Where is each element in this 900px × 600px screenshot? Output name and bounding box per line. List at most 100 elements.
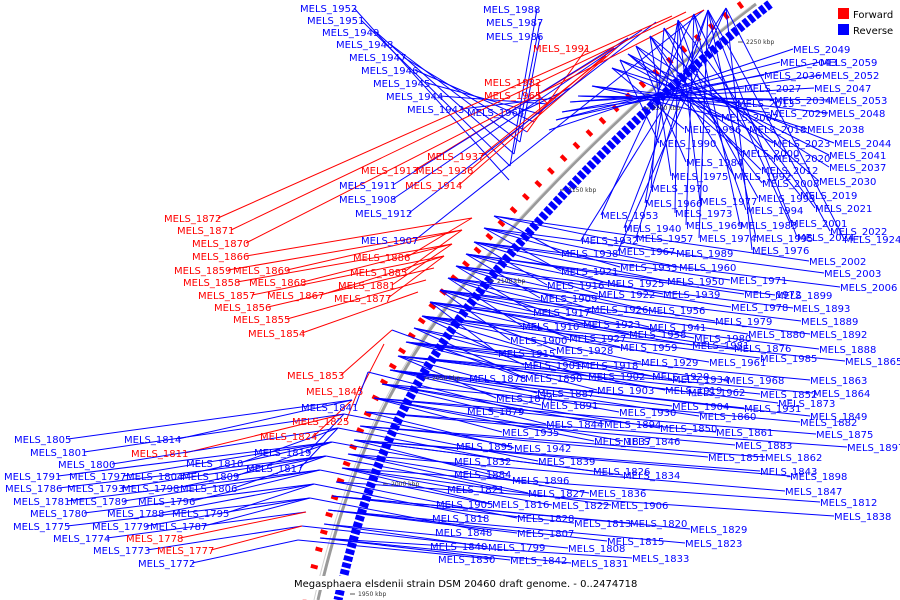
gene-label: MELS_1864 — [813, 389, 870, 400]
leader-line — [635, 45, 762, 171]
gene-label: MELS_1876 — [734, 344, 791, 355]
leader-line — [145, 497, 311, 527]
leader-line — [413, 327, 653, 377]
leader-line — [319, 537, 511, 561]
leader-line — [360, 19, 511, 167]
leader-line — [623, 9, 709, 229]
gene-label: MELS_2013 — [737, 99, 794, 110]
leader-line — [725, 7, 845, 240]
leader-line — [323, 523, 569, 549]
gene-label: MELS_1900 — [510, 336, 567, 347]
gene-label: MELS_1875 — [816, 430, 873, 441]
gene-label: MELS_1992 — [734, 172, 791, 183]
leader-line — [429, 301, 735, 349]
gene-label: MELS_1902 — [588, 372, 645, 383]
gene-label: MELS_1836 — [589, 489, 646, 500]
gene-label: MELS_1913 — [361, 166, 418, 177]
gene-label: MELS_1805 — [14, 435, 71, 446]
gene-label: MELS_1847 — [785, 487, 842, 498]
gene-label: MELS_2052 — [822, 71, 879, 82]
leader-line — [365, 411, 515, 449]
gene-label: MELS_1991 — [533, 44, 590, 55]
gene-label: MELS_1946 — [361, 66, 418, 77]
gene-label: MELS_1904 — [672, 402, 729, 413]
gene-label: MELS_2019 — [800, 191, 857, 202]
gene-label: MELS_1838 — [834, 512, 891, 523]
leader-line — [397, 355, 761, 395]
gene-label: MELS_2020 — [773, 154, 830, 165]
leader-line — [408, 21, 657, 214]
leader-line — [359, 425, 709, 458]
gene-label: MELS_1882 — [800, 418, 857, 429]
gene-label: MELS_2048 — [828, 109, 885, 120]
leader-line — [331, 495, 691, 530]
leader-line — [483, 227, 680, 268]
gene-label: MELS_1891 — [541, 401, 598, 412]
leader-line — [373, 397, 595, 442]
leader-line — [707, 9, 757, 239]
leader-line — [403, 229, 463, 273]
gene-label: MELS_1931 — [744, 404, 801, 415]
leader-line — [429, 301, 693, 346]
gene-label: MELS_1827 — [528, 489, 585, 500]
gene-label: MELS_1932 — [581, 236, 638, 247]
gene-label: MELS_1941 — [649, 323, 706, 334]
gene-label: MELS_1814 — [124, 435, 181, 446]
leader-line — [548, 48, 794, 131]
leader-line — [591, 85, 829, 114]
gene-label: MELS_1986 — [486, 32, 543, 43]
legend-forward-swatch — [838, 8, 849, 19]
gene-label: MELS_1789 — [70, 497, 127, 508]
leader-line — [191, 469, 321, 502]
gene-label: MELS_2018 — [749, 125, 806, 136]
leader-line — [66, 469, 321, 502]
leader-line — [327, 509, 686, 544]
gene-label: MELS_1898 — [790, 472, 847, 483]
leader-line — [649, 35, 672, 177]
leader-line — [354, 371, 369, 408]
gene-label: MELS_1922 — [598, 290, 655, 301]
leader-line — [685, 13, 695, 226]
gene-label: MELS_1779 — [92, 522, 149, 533]
leader-line — [483, 227, 825, 274]
gene-label: MELS_1832 — [454, 457, 511, 468]
gene-label: MELS_1942 — [514, 444, 571, 455]
gene-label: MELS_1947 — [349, 53, 406, 64]
gene-label: MELS_1772 — [138, 559, 195, 570]
tick-label: 2050 kbp — [432, 375, 460, 382]
gene-label: MELS_2059 — [820, 58, 877, 69]
gene-label: MELS_1943 — [407, 105, 464, 116]
leader-line — [406, 217, 473, 258]
gene-label: MELS_1927 — [569, 334, 626, 345]
gene-label: MELS_1977 — [700, 197, 757, 208]
gene-label: MELS_1930 — [619, 408, 676, 419]
legend-forward-label: Forward — [853, 10, 893, 21]
leader-line — [337, 427, 509, 462]
gene-label: MELS_1833 — [632, 554, 689, 565]
gene-label: MELS_1795 — [172, 509, 229, 520]
gene-label: MELS_1953 — [601, 211, 658, 222]
gene-label: MELS_1867 — [267, 291, 324, 302]
gene-label: MELS_1804 — [126, 472, 183, 483]
gene-label: MELS_1849 — [810, 412, 867, 423]
gene-label: MELS_1920 — [652, 372, 709, 383]
gene-label: MELS_1780 — [30, 509, 87, 520]
leader-line — [347, 453, 590, 494]
gene-label: MELS_1908 — [339, 195, 396, 206]
leader-line — [387, 255, 445, 299]
gene-label: MELS_1861 — [716, 428, 773, 439]
caption-background — [290, 576, 620, 590]
leader-line — [365, 411, 736, 446]
gene-label: MELS_1976 — [752, 246, 809, 257]
leader-line — [106, 511, 307, 539]
leader-line — [405, 341, 666, 391]
gene-label: MELS_1896 — [512, 476, 569, 487]
gene-label: MELS_1777 — [157, 546, 214, 557]
gene-label: MELS_2008 — [762, 179, 819, 190]
leader-line — [225, 483, 315, 514]
leader-line — [405, 341, 811, 381]
tick-labels: 2250 kbp 2200 kbp 2150 kbp 2100 kbp 2050 kbp… — [350, 39, 774, 598]
gene-label: MELS_2007 — [721, 113, 778, 124]
tick-label: 2200 kbp — [652, 105, 680, 112]
